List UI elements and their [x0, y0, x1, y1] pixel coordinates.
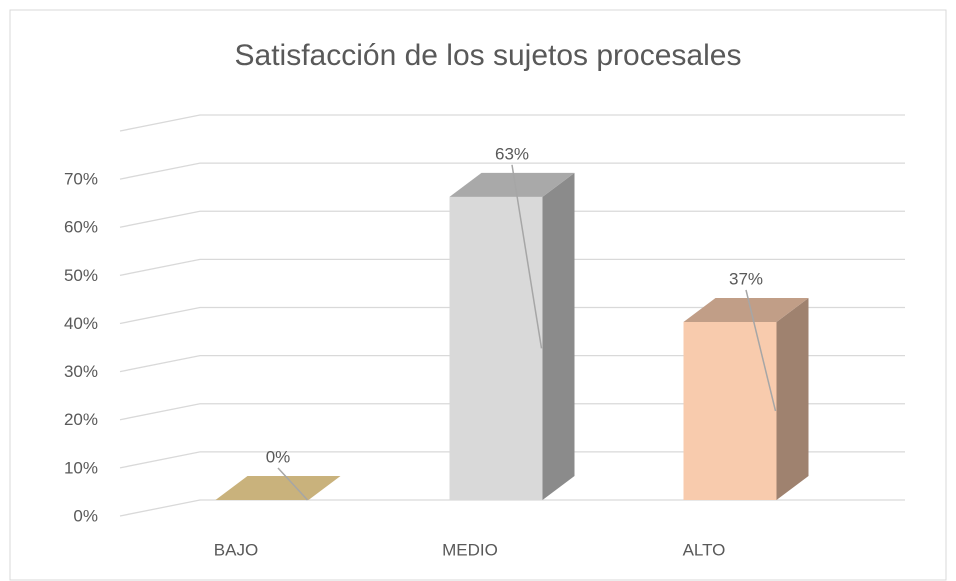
x-tick-label: MEDIO [442, 540, 498, 559]
y-tick-label: 60% [64, 218, 98, 237]
bar-top [449, 172, 575, 197]
grid-line [119, 306, 905, 325]
data-label: 0% [266, 447, 291, 466]
bar-front [683, 321, 777, 500]
x-tick-label: BAJO [214, 540, 258, 559]
y-tick-label: 70% [64, 170, 98, 189]
y-tick-label: 50% [64, 266, 98, 285]
grid-line [119, 403, 905, 421]
data-label: 63% [495, 144, 529, 163]
y-tick-label: 10% [64, 458, 98, 477]
y-tick-label: 40% [64, 314, 98, 333]
y-tick-label: 30% [64, 362, 98, 381]
leader-line [277, 467, 309, 501]
grid-line [119, 451, 905, 469]
data-label: 37% [729, 269, 763, 288]
grid-line [119, 258, 905, 277]
y-tick-label: 0% [73, 506, 98, 525]
bar-top [683, 297, 809, 322]
leader-line [745, 289, 777, 412]
y-tick-label: 20% [64, 410, 98, 429]
chart-title: Satisfacción de los sujetos procesales [235, 39, 742, 72]
bar-side [542, 172, 575, 500]
grid-line [119, 162, 905, 180]
grid-line [119, 354, 905, 373]
x-tick-label: ALTO [683, 540, 726, 559]
wall-edge [119, 114, 905, 132]
bar-top [215, 476, 341, 500]
bar-front [449, 196, 543, 500]
bar-side [776, 297, 809, 500]
grid-line [119, 499, 905, 517]
grid-line [119, 210, 905, 228]
leader-line [511, 164, 543, 349]
